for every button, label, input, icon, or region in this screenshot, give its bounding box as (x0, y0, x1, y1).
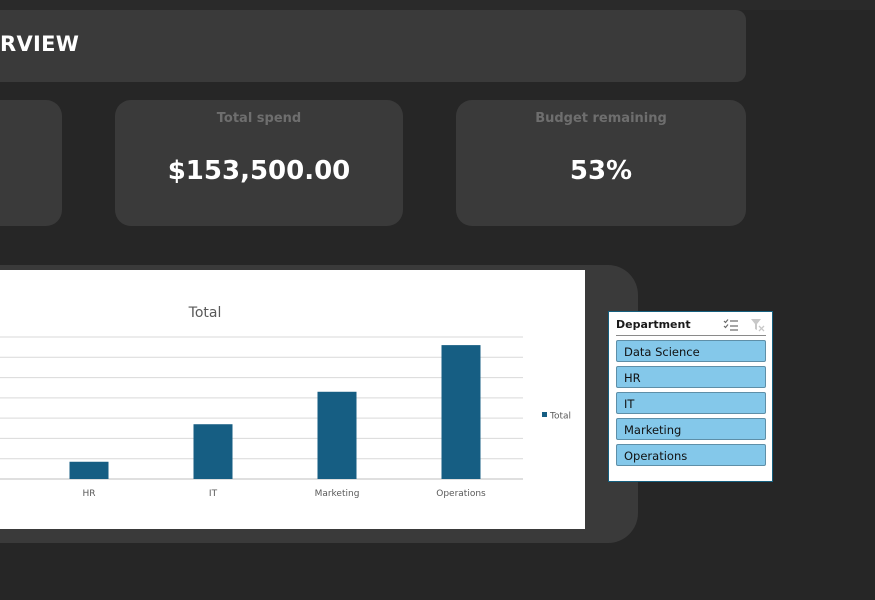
slicer-item-label: IT (624, 397, 635, 411)
legend: Total (542, 412, 571, 422)
chart-title: Total (188, 305, 222, 321)
slicer-item-label: Operations (624, 449, 688, 463)
bar-it[interactable] (193, 424, 233, 479)
slicer-title: Department (616, 318, 691, 331)
bar-operations[interactable] (441, 345, 481, 479)
bar-marketing[interactable] (317, 391, 357, 479)
legend-swatch (542, 412, 547, 417)
chart-svg: Total HR IT Marketing Operations Total (0, 305, 571, 499)
slicer-item-label: Marketing (624, 423, 682, 437)
kpi-value: 53% (569, 156, 633, 186)
slicer-item-label: HR (624, 371, 641, 385)
top-strip (0, 0, 875, 10)
department-slicer: Department Data Science (608, 311, 773, 482)
bar-hr[interactable] (69, 461, 109, 479)
title-card: RVIEW (0, 10, 746, 82)
category-label: IT (209, 489, 218, 499)
category-label: Marketing (315, 489, 360, 499)
bar-chart[interactable]: Total HR IT Marketing Operations Total (0, 270, 585, 529)
slicer-item-hr[interactable]: HR (616, 366, 766, 388)
legend-label: Total (549, 412, 571, 422)
kpi-value: $153,500.00 (167, 156, 351, 186)
kpi-label: Total spend (216, 111, 302, 126)
kpi-card-partial (0, 100, 62, 226)
multi-select-icon[interactable] (723, 318, 739, 332)
clear-filter-icon[interactable] (750, 318, 766, 332)
slicer-item-label: Data Science (624, 345, 700, 359)
kpi-label: Budget remaining (535, 111, 667, 126)
slicer-item-operations[interactable]: Operations (616, 444, 766, 466)
slicer-header: Department (616, 317, 766, 336)
slicer-item-it[interactable]: IT (616, 392, 766, 414)
slicer-item-marketing[interactable]: Marketing (616, 418, 766, 440)
kpi-card-budget-remaining: Budget remaining 53% (456, 100, 746, 226)
category-labels: HR IT Marketing Operations (82, 489, 486, 499)
category-label: HR (82, 489, 95, 499)
slicer-item-data-science[interactable]: Data Science (616, 340, 766, 362)
kpi-card-total-spend: Total spend $153,500.00 (115, 100, 403, 226)
bars (69, 345, 481, 479)
category-label: Operations (436, 489, 486, 499)
dashboard-title: RVIEW (0, 32, 80, 56)
